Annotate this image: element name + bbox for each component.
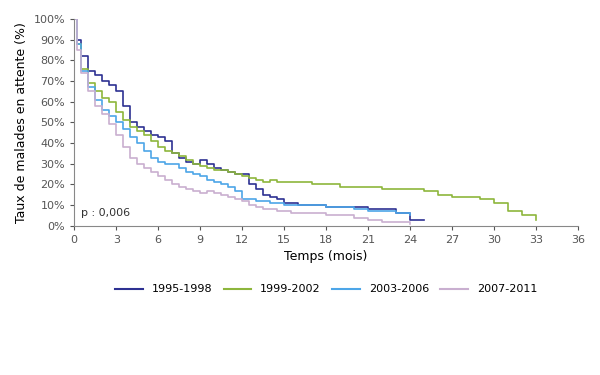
Legend: 1995-1998, 1999-2002, 2003-2006, 2007-2011: 1995-1998, 1999-2002, 2003-2006, 2007-20… [111, 280, 541, 299]
Text: p : 0,006: p : 0,006 [81, 207, 130, 218]
Y-axis label: Taux de malades en attente (%): Taux de malades en attente (%) [15, 22, 28, 223]
X-axis label: Temps (mois): Temps (mois) [284, 251, 368, 263]
